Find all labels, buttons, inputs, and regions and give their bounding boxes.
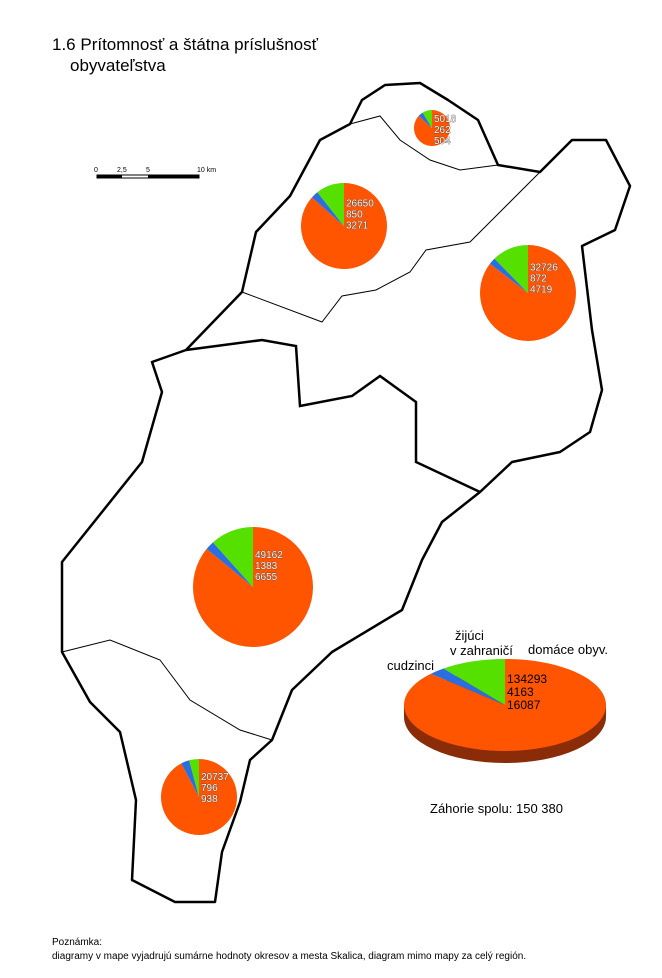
pie-label: 5018: [434, 114, 457, 125]
pie-wedge: [192, 527, 313, 647]
total-label: Záhorie spolu: 150 380: [430, 801, 563, 816]
pie-label: 938: [201, 794, 218, 805]
pie-label: 20737: [201, 772, 229, 783]
pie-label: 796: [201, 783, 218, 794]
pie-label: 850: [346, 209, 363, 220]
pie-label: 872: [530, 274, 547, 285]
pie-wedge: [443, 659, 505, 705]
note-heading: Poznámka:: [52, 937, 102, 948]
legend-label: v zahraničí: [450, 643, 513, 658]
pie-label: 1383: [255, 561, 278, 572]
pie-wedge: [489, 258, 528, 293]
pie-wedge: [189, 759, 199, 797]
title-line-1: 1.6 Prítomnosť a štátna príslušnosť: [52, 35, 319, 54]
pie-label: 4163: [507, 685, 534, 699]
legend-label: cudzinci: [387, 658, 434, 673]
pie-wedge: [418, 112, 432, 128]
region-boundaries: [60, 81, 632, 904]
title-line-2: obyvateľstva: [70, 56, 166, 75]
pie-label: 32726: [530, 263, 558, 274]
pie-label: 3271: [346, 220, 369, 231]
pie-wedge: [206, 542, 253, 587]
legend-label: domáce obyv.: [528, 642, 608, 657]
scale-bar: 0 2,5 5 10 km: [94, 167, 216, 179]
pie-label: 4719: [530, 285, 553, 296]
scale-label: 10 km: [197, 167, 216, 174]
pie-wedge: [181, 760, 199, 797]
pie-label: 6655: [255, 572, 278, 583]
scale-label: 5: [146, 167, 150, 174]
legend-label: žijúci: [455, 628, 484, 643]
scale-label: 0: [94, 167, 98, 174]
pie-label: 504: [434, 136, 451, 147]
pie-wedge: [422, 110, 432, 128]
pie-wedge: [161, 759, 238, 835]
pie-label: 26650: [346, 198, 374, 209]
pie-label: 134293: [507, 672, 547, 686]
pie-label: 49162: [255, 550, 283, 561]
pie-wedge: [212, 527, 253, 587]
pie-wedge: [311, 192, 344, 226]
pie-wedge: [317, 183, 344, 226]
scale-label: 2,5: [117, 167, 127, 174]
pie-wedge: [494, 245, 528, 293]
pie-wedge: [430, 668, 505, 705]
pie-label: 16087: [507, 698, 541, 712]
note-text: diagramy v mape vyjadrujú sumárne hodnot…: [52, 951, 526, 962]
pie-label: 262: [434, 125, 451, 136]
